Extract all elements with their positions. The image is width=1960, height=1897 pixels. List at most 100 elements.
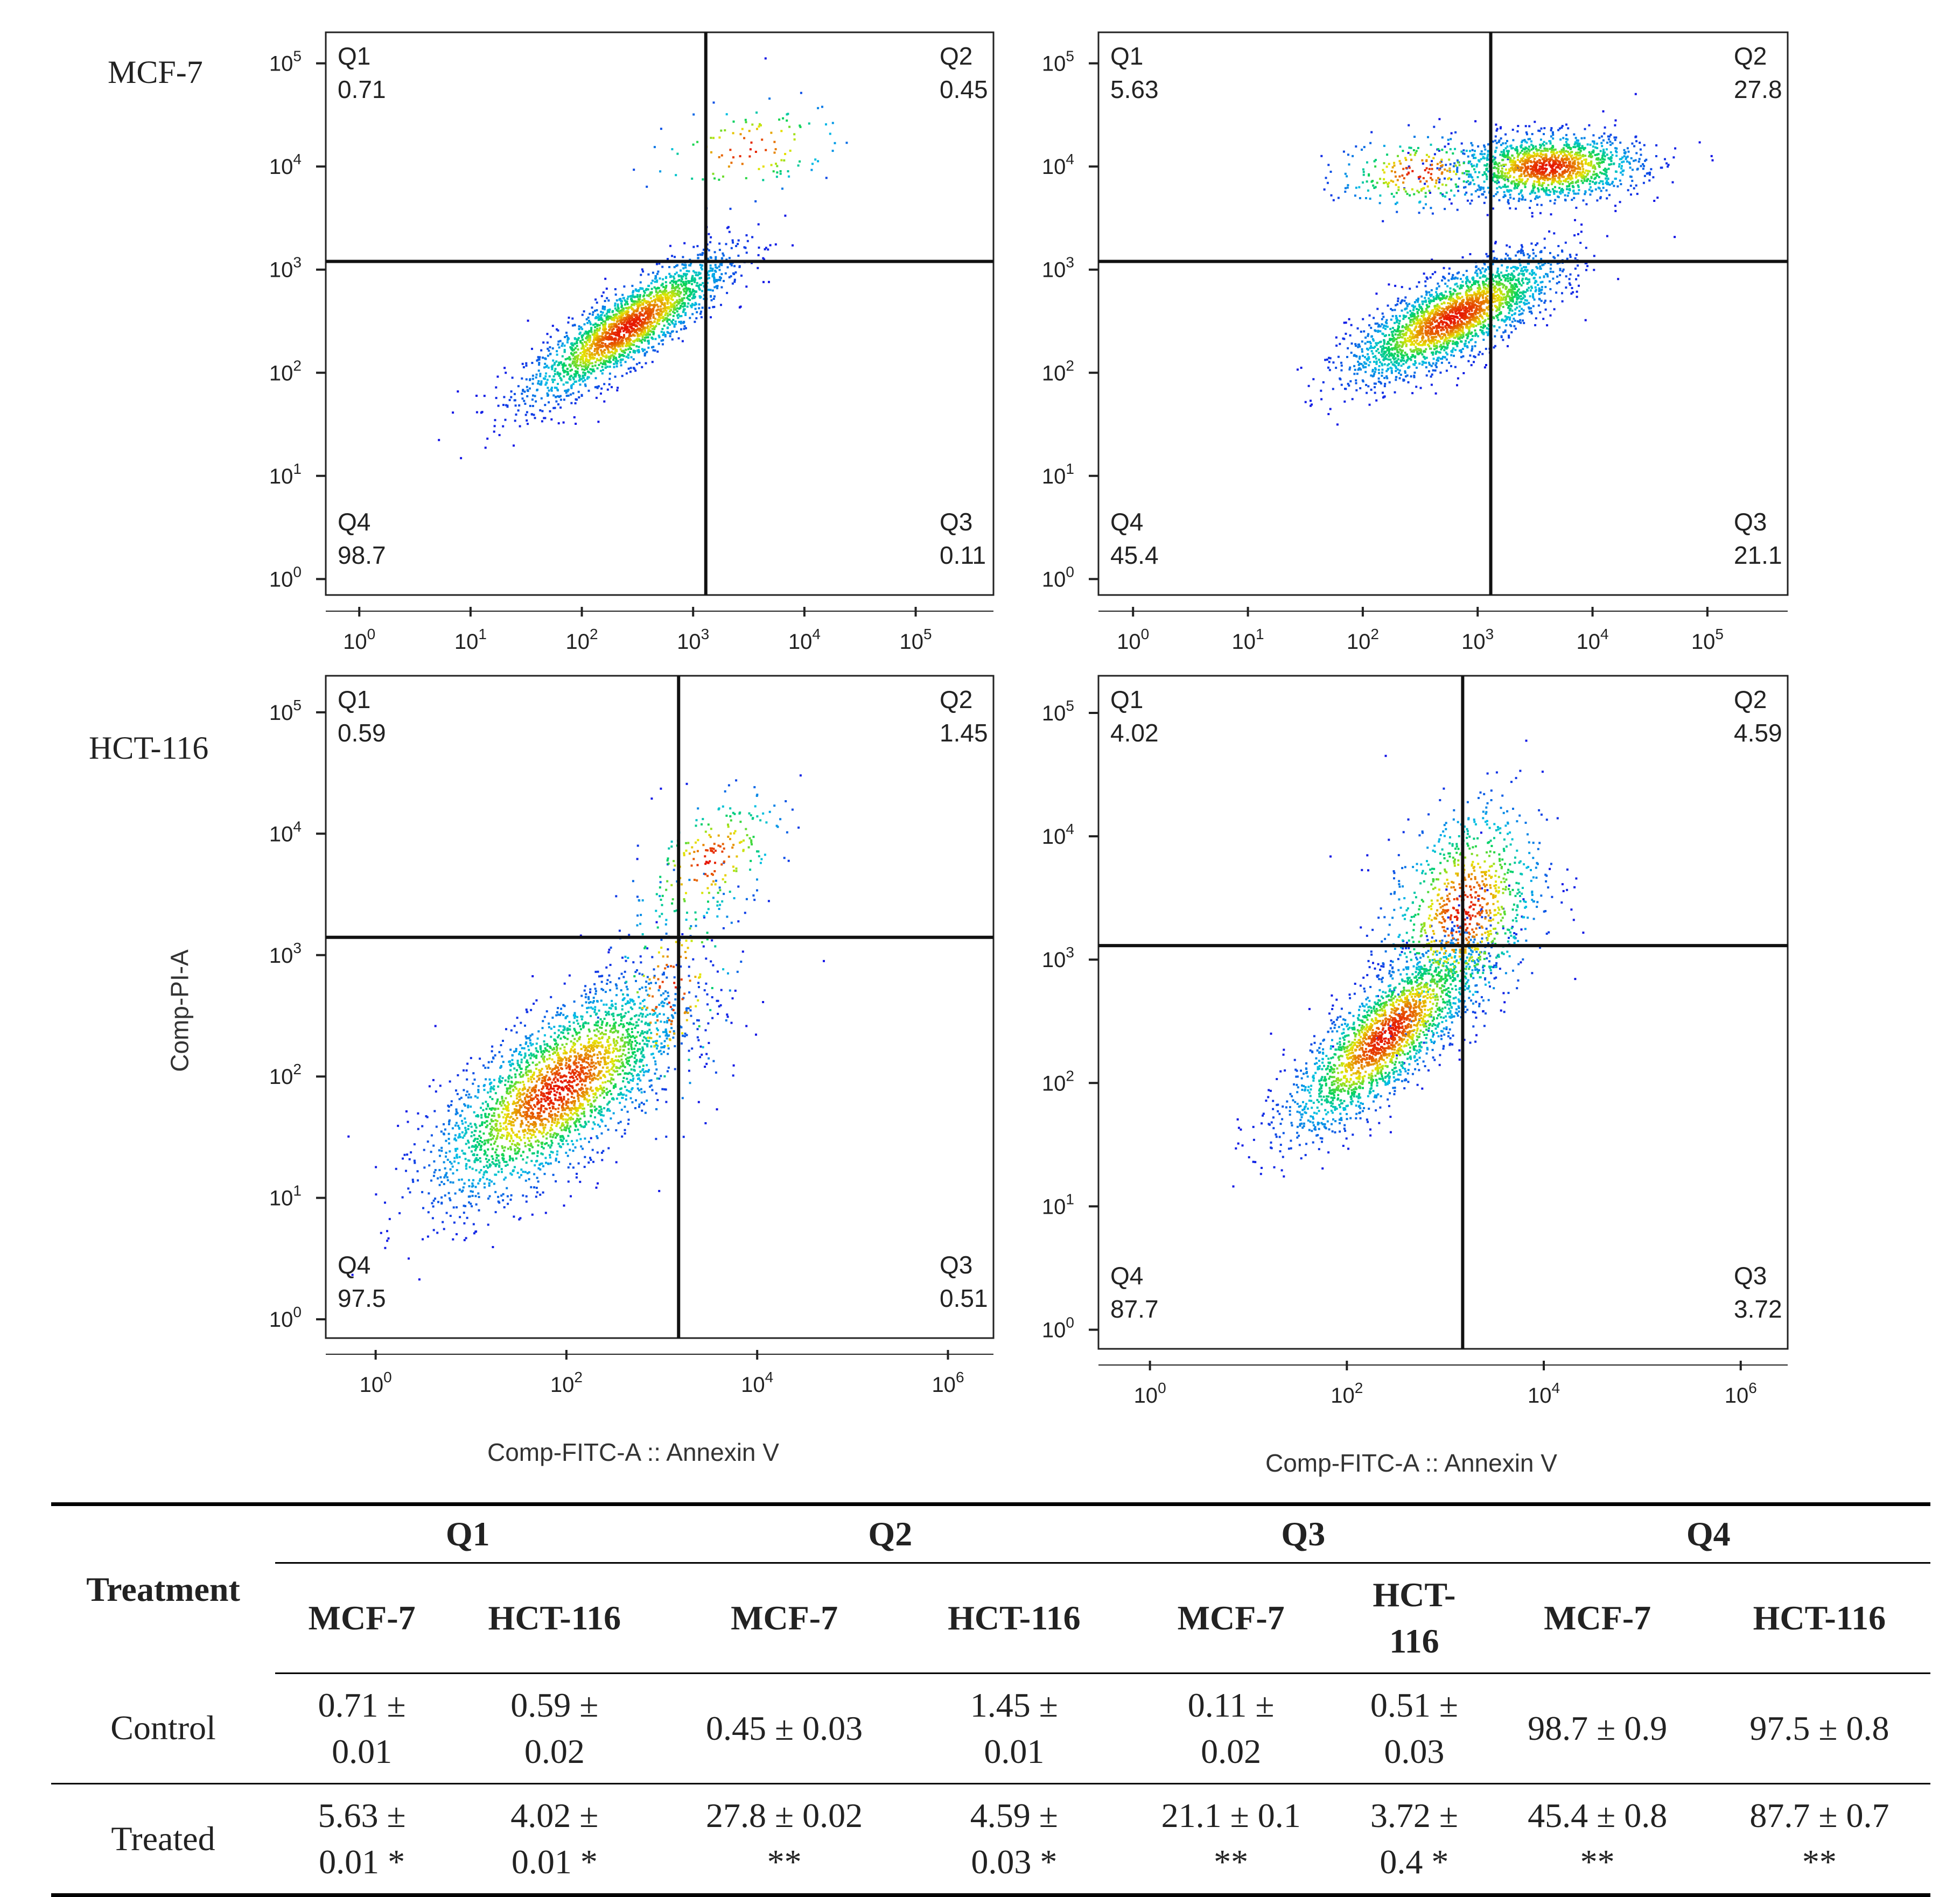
scatter-point <box>1361 340 1363 342</box>
scatter-point <box>1614 210 1616 212</box>
scatter-point <box>711 270 713 272</box>
scatter-point <box>583 347 585 349</box>
scatter-point <box>547 387 549 389</box>
scatter-point <box>1584 128 1586 130</box>
scatter-point <box>1615 151 1618 153</box>
scatter-point <box>1454 148 1456 150</box>
scatter-point <box>1619 142 1621 144</box>
scatter-point <box>1497 289 1499 291</box>
scatter-point <box>659 291 661 293</box>
scatter-point <box>548 389 550 391</box>
scatter-point <box>1485 173 1487 176</box>
scatter-point <box>1674 236 1676 238</box>
scatter-point <box>676 304 678 306</box>
scatter-point <box>1506 244 1508 247</box>
scatter-point <box>579 378 581 380</box>
scatter-point <box>1572 146 1574 148</box>
scatter-point <box>1455 165 1457 167</box>
scatter-point <box>1544 286 1546 288</box>
scatter-point <box>601 333 604 335</box>
scatter-point <box>1392 327 1394 329</box>
scatter-point <box>1456 166 1458 169</box>
scatter-point <box>1593 143 1595 145</box>
scatter-point <box>1385 358 1388 360</box>
scatter-point <box>1366 392 1368 394</box>
scatter-point <box>1629 176 1632 178</box>
scatter-point <box>1440 358 1442 360</box>
scatter-point <box>1389 348 1391 351</box>
scatter-point <box>1438 351 1440 353</box>
scatter-point <box>1576 291 1578 293</box>
scatter-point <box>1460 356 1462 358</box>
scatter-point <box>1575 278 1577 281</box>
scatter-point <box>615 326 618 328</box>
scatter-point <box>1470 142 1472 144</box>
scatter-point <box>713 298 715 300</box>
scatter-point <box>1516 301 1518 303</box>
scatter-point <box>544 375 547 377</box>
scatter-point <box>647 347 649 349</box>
scatter-point <box>1646 172 1648 174</box>
scatter-point <box>1528 306 1530 309</box>
scatter-point <box>1553 232 1555 234</box>
scatter-point <box>1534 298 1536 300</box>
scatter-point <box>1545 273 1547 275</box>
scatter-point <box>1419 201 1421 203</box>
scatter-point <box>542 356 544 359</box>
scatter-point <box>1434 153 1436 155</box>
scatter-point <box>635 310 638 312</box>
scatter-point <box>730 162 732 164</box>
scatter-point <box>673 277 675 279</box>
scatter-point <box>554 373 556 375</box>
scatter-point <box>600 388 603 390</box>
scatter-point <box>1592 145 1594 148</box>
scatter-point <box>615 361 617 363</box>
scatter-point <box>1383 347 1385 349</box>
scatter-point <box>1525 303 1528 305</box>
scatter-point <box>1388 334 1390 336</box>
scatter-point <box>1365 384 1367 386</box>
scatter-point <box>1521 190 1523 192</box>
scatter-point <box>1363 146 1366 148</box>
scatter-point <box>1558 187 1560 189</box>
x-axis-title-left: Comp-FITC-A :: Annexin V <box>487 1438 779 1467</box>
scatter-point <box>1410 375 1412 377</box>
scatter-point <box>667 292 669 294</box>
scatter-point <box>708 289 710 291</box>
scatter-point <box>1443 349 1445 351</box>
scatter-point <box>1379 330 1381 332</box>
scatter-point <box>677 290 679 292</box>
scatter-point <box>1566 138 1569 141</box>
scatter-point <box>1375 292 1377 295</box>
scatter-point <box>1477 282 1479 284</box>
scatter-point <box>1375 342 1377 344</box>
scatter-point <box>550 336 552 338</box>
scatter-point <box>734 279 736 281</box>
scatter-point <box>1468 160 1470 163</box>
scatter-point <box>1474 271 1476 274</box>
scatter-point <box>1568 144 1570 146</box>
scatter-point <box>594 298 597 300</box>
scatter-point <box>1380 346 1382 348</box>
scatter-point <box>1478 354 1480 356</box>
scatter-point <box>737 243 739 245</box>
scatter-point <box>1471 364 1473 366</box>
scatter-point <box>1496 191 1499 193</box>
scatter-point <box>563 375 565 377</box>
scatter-point <box>1543 127 1545 129</box>
scatter-point <box>1518 314 1520 316</box>
scatter-point <box>638 330 640 332</box>
scatter-point <box>527 390 529 392</box>
scatter-point <box>768 281 770 283</box>
scatter-point <box>575 351 577 353</box>
scatter-point <box>1504 156 1506 158</box>
scatter-point <box>566 335 568 337</box>
scatter-point <box>754 200 757 202</box>
scatter-point <box>1391 370 1393 372</box>
scatter-point <box>656 319 659 321</box>
scatter-point <box>1607 157 1609 159</box>
scatter-point <box>1532 183 1535 185</box>
scatter-point <box>1447 143 1450 145</box>
scatter-point <box>632 309 634 311</box>
scatter-point <box>521 393 523 395</box>
